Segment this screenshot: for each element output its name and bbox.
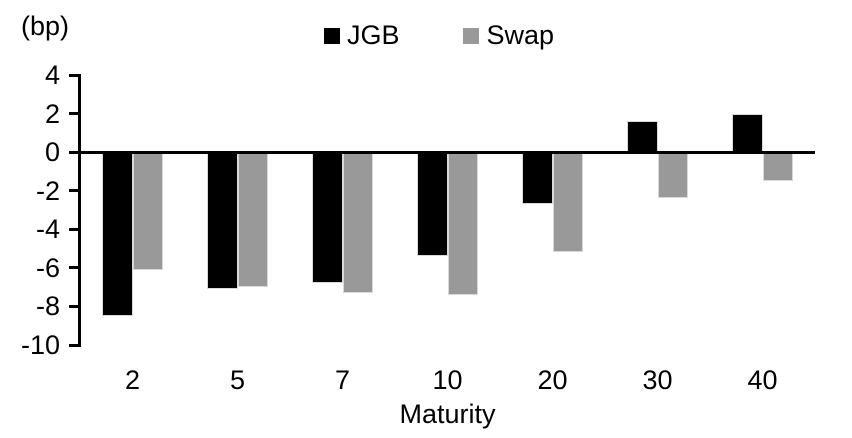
y-tick-label: -4	[35, 214, 60, 245]
legend-swatch-swap	[463, 27, 480, 44]
x-tick-label: 5	[229, 365, 246, 395]
bar-swap-10	[447, 152, 478, 295]
bar-swap-7	[342, 152, 373, 293]
legend-label-jgb: JGB	[346, 20, 400, 50]
y-axis-line	[77, 73, 81, 347]
y-tick	[69, 266, 78, 270]
bar-jgb-20	[522, 152, 553, 205]
bar-swap-20	[552, 152, 583, 253]
bar-jgb-2	[102, 152, 133, 317]
x-tick-label: 2	[124, 365, 141, 395]
legend-swatch-jgb	[323, 27, 340, 44]
bar-swap-5	[237, 152, 268, 288]
bar-jgb-5	[207, 152, 238, 290]
y-tick	[69, 227, 78, 231]
y-tick	[69, 304, 78, 308]
y-tick-label: -6	[35, 252, 60, 283]
bar-swap-2	[132, 152, 163, 270]
x-tick-label: 30	[642, 365, 673, 395]
y-tick-label: -2	[35, 175, 60, 206]
y-tick-label: 0	[44, 137, 60, 168]
y-tick-label: 2	[44, 98, 60, 129]
y-tick	[69, 73, 78, 77]
y-tick	[69, 150, 78, 154]
legend-item-jgb: JGB	[323, 20, 400, 51]
x-tick-label: 7	[334, 365, 351, 395]
y-axis-unit-label: (bp)	[21, 11, 70, 41]
x-axis-title: Maturity	[399, 399, 496, 429]
legend: JGB Swap	[26, 20, 852, 51]
bar-swap-40	[762, 152, 793, 182]
y-tick	[69, 112, 78, 116]
x-tick-label: 10	[432, 365, 463, 395]
bar-jgb-40	[732, 113, 763, 153]
legend-item-swap: Swap	[463, 20, 555, 51]
bar-swap-30	[657, 152, 688, 199]
y-tick-label: -8	[35, 291, 60, 322]
bar-jgb-10	[417, 152, 448, 257]
y-tick	[69, 189, 78, 193]
bar-jgb-7	[312, 152, 343, 284]
y-tick-label: -10	[20, 330, 60, 360]
x-tick-label: 40	[747, 365, 778, 395]
y-tick-label: 4	[44, 60, 60, 90]
bar-jgb-30	[627, 121, 658, 153]
zero-baseline	[78, 150, 815, 154]
x-tick-label: 20	[537, 365, 568, 395]
legend-label-swap: Swap	[486, 20, 555, 50]
y-tick	[69, 343, 78, 347]
